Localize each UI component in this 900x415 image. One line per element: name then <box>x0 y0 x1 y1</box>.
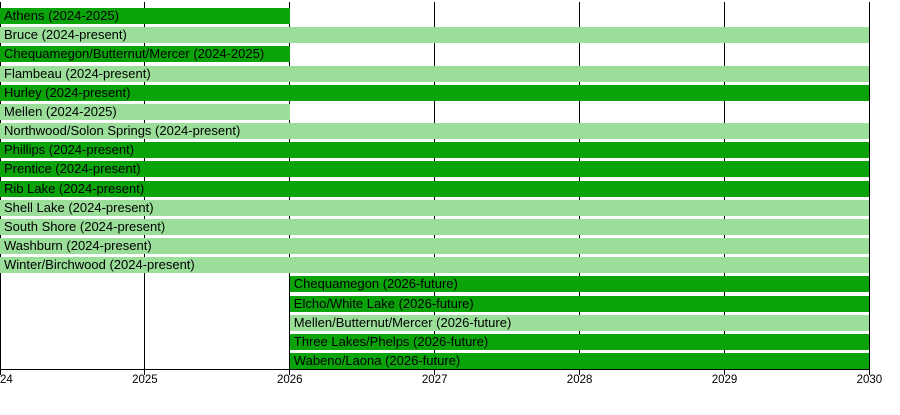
timeline-bar: Chequamegon (2026-future) <box>289 276 870 293</box>
bar-label: Prentice (2024-present) <box>4 161 141 177</box>
bar-label: Mellen/Butternut/Mercer (2026-future) <box>293 314 512 330</box>
timeline-bar: Washburn (2024-present) <box>0 238 870 255</box>
year-gridline-2030 <box>868 2 870 369</box>
timeline-bar: Mellen (2024-2025) <box>0 103 290 120</box>
bar-label: Elcho/White Lake (2026-future) <box>293 295 474 311</box>
axis-tick-label-2028: 2028 <box>566 373 593 386</box>
timeline-bar: Bruce (2024-present) <box>0 27 870 44</box>
timeline-bar: Flambeau (2024-present) <box>0 65 870 82</box>
timeline-bar: Prentice (2024-present) <box>0 161 870 178</box>
bar-label: Bruce (2024-present) <box>4 27 127 43</box>
axis-tick-2028 <box>579 369 581 375</box>
axis-tick-2026 <box>289 369 291 375</box>
timeline-bar: Wabeno/Laona (2026-future) <box>289 353 870 370</box>
timeline-bar: South Shore (2024-present) <box>0 218 870 235</box>
bar-label: South Shore (2024-present) <box>4 218 166 234</box>
timeline-bar: Shell Lake (2024-present) <box>0 199 870 216</box>
bar-label: Chequamegon (2026-future) <box>293 276 458 292</box>
timeline-bar: Northwood/Solon Springs (2024-present) <box>0 123 870 140</box>
axis-tick-label-2024: 24 <box>0 373 13 386</box>
bar-label: Winter/Birchwood (2024-present) <box>4 257 195 273</box>
axis-tick-label-2027: 2027 <box>421 373 448 386</box>
bar-label: Washburn (2024-present) <box>4 238 152 254</box>
bar-label: Northwood/Solon Springs (2024-present) <box>4 123 241 139</box>
timeline-bar: Mellen/Butternut/Mercer (2026-future) <box>289 314 870 331</box>
bar-label: Athens (2024-2025) <box>4 8 119 23</box>
bar-label: Rib Lake (2024-present) <box>4 180 145 196</box>
bar-label: Flambeau (2024-present) <box>4 65 151 81</box>
timeline-bar: Hurley (2024-present) <box>0 84 870 101</box>
timeline-bar: Three Lakes/Phelps (2026-future) <box>289 333 870 350</box>
bar-label: Chequamegon/Butternut/Mercer (2024-2025) <box>4 46 265 62</box>
axis-tick-2027 <box>434 369 436 375</box>
axis-tick-label-2026: 2026 <box>277 373 303 386</box>
bar-label: Wabeno/Laona (2026-future) <box>293 353 461 369</box>
axis-tick-2025 <box>144 369 146 375</box>
bar-label: Three Lakes/Phelps (2026-future) <box>293 333 489 349</box>
axis-tick-2029 <box>724 369 725 375</box>
timeline-bar: Athens (2024-2025) <box>0 8 290 24</box>
axis-tick-label-2025: 2025 <box>132 373 158 386</box>
bar-label: Shell Lake (2024-present) <box>4 199 154 215</box>
axis-tick-2024 <box>0 369 1 375</box>
timeline-bar: Winter/Birchwood (2024-present) <box>0 257 870 274</box>
axis-tick-label-2030: 2030 <box>856 373 883 386</box>
timeline-bar: Elcho/White Lake (2026-future) <box>289 295 870 312</box>
bar-label: Mellen (2024-2025) <box>4 103 117 119</box>
timeline-bar: Rib Lake (2024-present) <box>0 180 870 197</box>
axis-tick-label-2029: 2029 <box>711 373 738 386</box>
axis-tick-2030 <box>868 369 870 375</box>
timeline-bar: Phillips (2024-present) <box>0 142 870 159</box>
timeline-bar: Chequamegon/Butternut/Mercer (2024-2025) <box>0 46 290 63</box>
bar-label: Hurley (2024-present) <box>4 84 131 100</box>
bar-label: Phillips (2024-present) <box>4 142 135 158</box>
